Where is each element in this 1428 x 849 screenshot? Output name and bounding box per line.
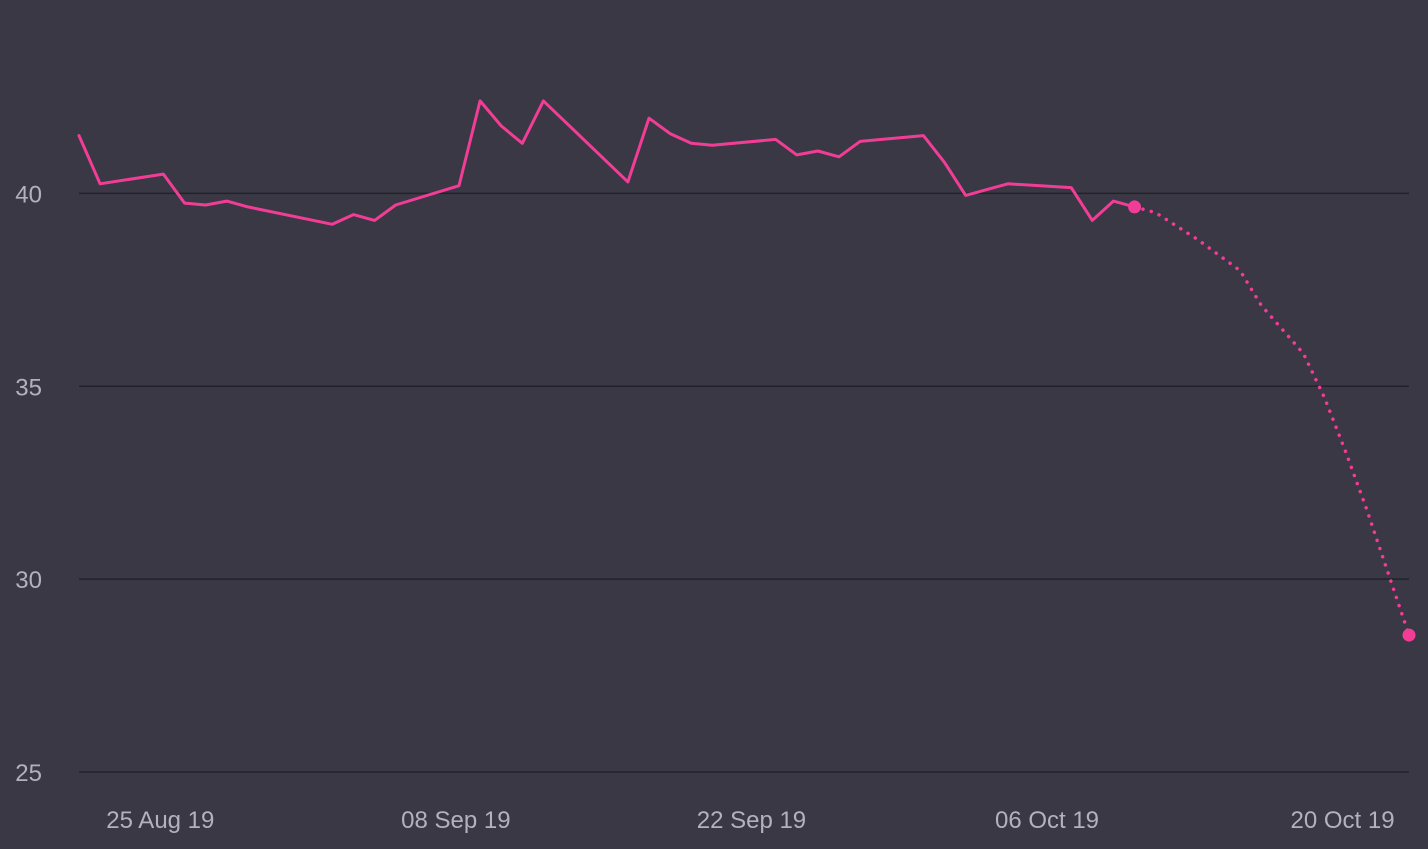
forecast-end-marker: [1402, 628, 1416, 642]
x-tick-label-2019-10-20: 20 Oct 19: [1291, 807, 1395, 834]
x-tick-label-2019-09-08: 08 Sep 19: [401, 807, 510, 834]
price-series-line: [77, 99, 1137, 226]
forecast-series-line: [1132, 205, 1411, 637]
x-tick-label-2019-10-06: 06 Oct 19: [995, 807, 1099, 834]
x-tick-label-2019-09-22: 22 Sep 19: [697, 807, 806, 834]
x-tick-label-2019-08-25: 25 Aug 19: [106, 807, 214, 834]
y-tick-label-35: 35: [15, 374, 42, 401]
y-tick-label-30: 30: [15, 567, 42, 594]
y-tick-label-40: 40: [15, 181, 42, 208]
forecast-start-marker: [1128, 200, 1142, 214]
y-tick-label-25: 25: [15, 760, 42, 787]
